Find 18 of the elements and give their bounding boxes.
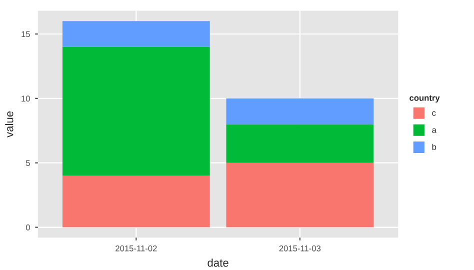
y-tick-label: 15: [22, 31, 30, 38]
x-tick-label: 2015-11-03: [279, 245, 321, 252]
legend-label: a: [432, 128, 436, 133]
y-axis-title: value: [5, 111, 14, 138]
bar: [226, 162, 374, 228]
legend-label: c: [432, 111, 436, 116]
y-tick-label: 0: [26, 224, 30, 230]
bar: [226, 124, 374, 163]
legend-label: b: [432, 144, 436, 150]
x-tick-label: 2015-11-02: [116, 245, 157, 252]
bar: [226, 98, 374, 124]
bar: [62, 176, 210, 228]
x-axis-title: date: [208, 258, 228, 267]
bar: [62, 21, 210, 47]
y-tick-label: 10: [22, 96, 30, 102]
bar: [62, 46, 210, 176]
y-tick-label: 5: [26, 160, 30, 166]
legend-title: country: [410, 95, 440, 103]
